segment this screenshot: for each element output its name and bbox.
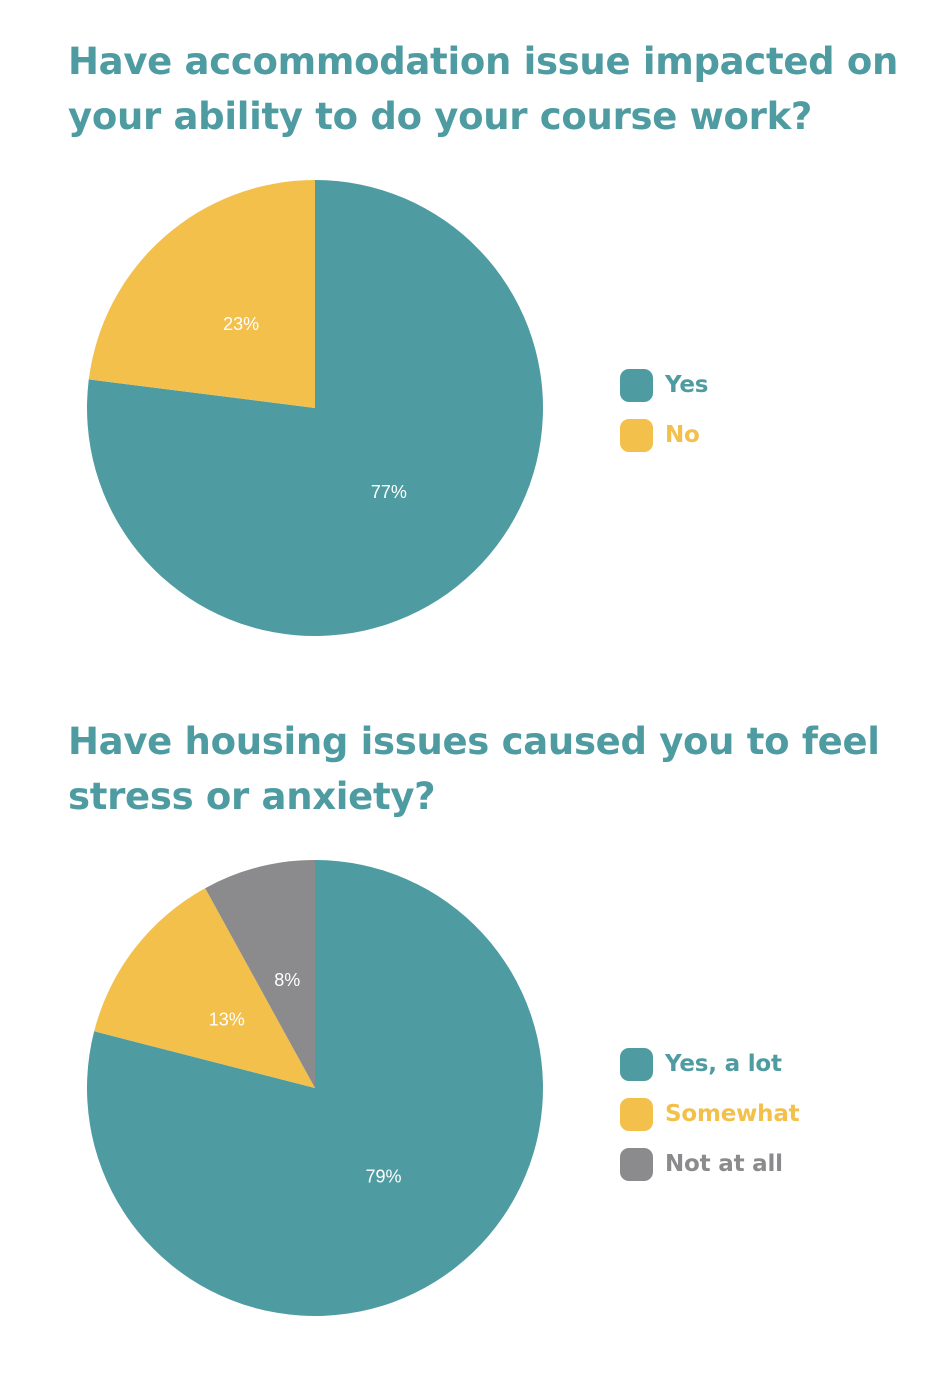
chart-legend: Yes No — [620, 368, 708, 468]
legend-swatch — [620, 1047, 653, 1081]
chart-housing-stress: Have housing issues caused you to feel s… — [0, 690, 932, 1374]
legend-item-yes-a-lot: Yes, a lot — [620, 1047, 799, 1081]
legend-swatch — [620, 418, 653, 452]
legend-item-no: No — [620, 418, 708, 452]
pie-chart: 77% 23% — [87, 180, 544, 636]
slice-value-label: 13% — [209, 1010, 245, 1030]
legend-swatch — [620, 1097, 653, 1131]
pie-slice-yes — [87, 180, 544, 636]
legend-swatch — [620, 1147, 653, 1181]
chart-title: Have accommodation issue impacted on you… — [68, 40, 899, 138]
slice-value-label: 77% — [371, 482, 407, 502]
legend-label: Not at all — [665, 1151, 783, 1177]
pie-slice-not-at-all — [205, 860, 315, 1088]
legend-item-somewhat: Somewhat — [620, 1097, 800, 1131]
legend-swatch — [620, 368, 653, 402]
chart-title: Have housing issues caused you to feel s… — [68, 720, 880, 818]
pie-slice-somewhat — [94, 888, 315, 1088]
slice-value-label: 8% — [274, 970, 300, 990]
chart-accommodation-impact: Have accommodation issue impacted on you… — [0, 0, 932, 680]
legend-label: Yes — [665, 372, 709, 398]
pie-slice-yes-a-lot — [86, 860, 543, 1316]
legend-item-yes: Yes — [620, 368, 708, 402]
slice-value-label: 23% — [223, 314, 259, 334]
legend-label: No — [665, 422, 700, 448]
legend-label: Yes, a lot — [665, 1051, 782, 1077]
chart-legend: Yes, a lot Somewhat Not at all — [620, 1047, 800, 1197]
legend-label: Somewhat — [665, 1101, 800, 1127]
legend-item-not-at-all: Not at all — [620, 1147, 799, 1181]
pie-slice-no — [88, 180, 315, 408]
pie-chart: 79% 13% 8% — [86, 860, 543, 1316]
slice-value-label: 79% — [365, 1166, 401, 1186]
